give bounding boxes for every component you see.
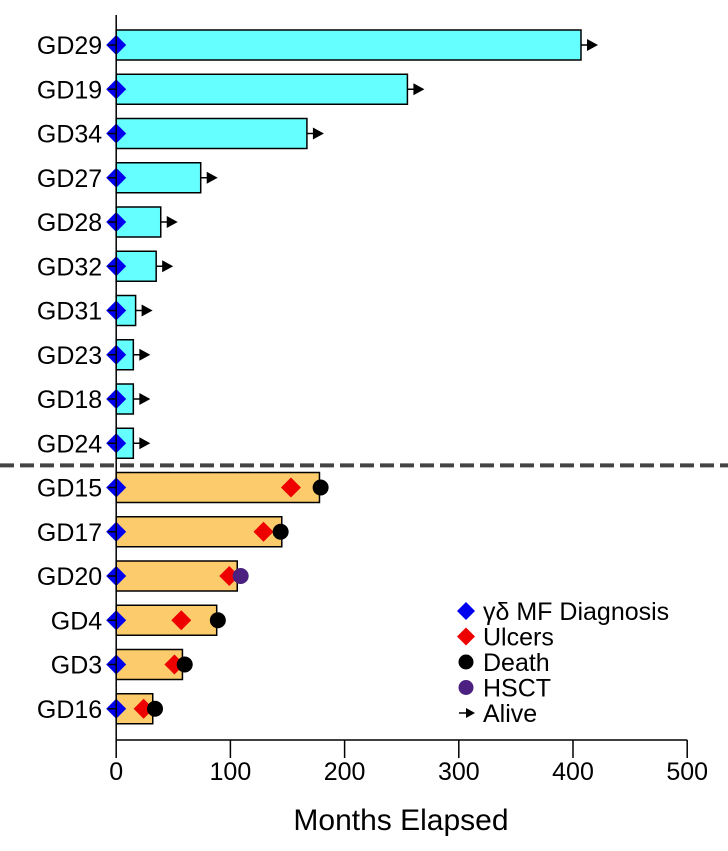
arrow-legend-icon — [459, 708, 475, 718]
y-tick-label: GD23 — [37, 342, 102, 370]
ulcers-marker — [133, 698, 154, 719]
legend-label: Ulcers — [483, 624, 554, 652]
alive-arrow — [133, 393, 151, 405]
alive-arrow — [407, 83, 425, 96]
y-tick-label: GD20 — [37, 563, 102, 591]
legend-item-ulcers: Ulcers — [457, 624, 554, 652]
x-tick-label: 300 — [438, 758, 480, 786]
legend-item-alive: Alive — [459, 700, 537, 728]
y-tick-label: GD27 — [37, 165, 102, 193]
y-tick-label: GD28 — [37, 209, 102, 237]
legend-item-diagnosis: γδ MF Diagnosis — [457, 598, 669, 626]
y-tick-label: GD19 — [37, 76, 102, 104]
alive-arrow — [156, 260, 174, 273]
bar-gd19 — [115, 73, 409, 105]
legend-item-hsct: HSCT — [458, 675, 551, 703]
alive-arrow — [160, 216, 178, 228]
y-tick-label: GD24 — [37, 430, 102, 458]
alive-arrow — [135, 304, 153, 317]
legend-label: Death — [483, 649, 550, 677]
death-marker — [147, 700, 164, 717]
y-tick-label: GD16 — [37, 696, 102, 724]
bar-gd29 — [115, 29, 582, 61]
hsct-marker — [232, 568, 249, 584]
bar-gd27 — [115, 162, 202, 194]
legend-label: γδ MF Diagnosis — [483, 598, 669, 626]
alive-arrow — [200, 171, 218, 184]
x-tick-label: 0 — [109, 758, 123, 786]
x-tick-label: 200 — [324, 758, 366, 786]
y-tick-label: GD4 — [51, 607, 103, 635]
bar-gd34 — [115, 117, 308, 150]
y-tick-label: GD32 — [37, 253, 102, 281]
y-tick-label: GD29 — [37, 32, 102, 60]
y-tick-label: GD34 — [37, 121, 102, 149]
x-axis-title: Months Elapsed — [293, 804, 508, 837]
death-marker — [176, 656, 193, 673]
y-tick-label: GD15 — [37, 475, 102, 503]
ulcers-legend-icon — [457, 627, 475, 646]
x-tick-labels: 0 100 200 300 400 500 — [109, 740, 708, 786]
diagnosis-legend-icon — [457, 602, 475, 620]
ulcers-marker — [171, 610, 192, 631]
death-legend-icon — [458, 654, 474, 670]
y-tick-label: GD18 — [37, 386, 102, 414]
y-tick-label: GD31 — [37, 298, 102, 326]
x-tick-label: 500 — [666, 758, 708, 786]
y-tick-label: GD17 — [37, 519, 102, 547]
alive-arrow — [133, 348, 151, 361]
death-marker — [272, 523, 289, 540]
y-tick-labels: GD29 GD19 GD34 GD27 GD28 GD32 GD31 GD23 GD18 GD24… — [37, 32, 117, 724]
legend-item-death: Death — [458, 649, 550, 677]
bar-gd4 — [115, 604, 218, 636]
death-marker — [312, 479, 329, 496]
ulcers-marker — [253, 521, 274, 542]
hsct-legend-icon — [458, 680, 474, 695]
x-tick-label: 400 — [552, 758, 594, 786]
ulcers-marker — [280, 477, 301, 498]
y-tick-label: GD3 — [51, 652, 102, 680]
legend-label: Alive — [483, 700, 537, 728]
bar-gd20 — [115, 560, 239, 592]
death-marker — [209, 612, 226, 629]
ulcers-marker — [219, 566, 240, 586]
alive-arrow — [133, 437, 151, 450]
legend-label: HSCT — [483, 675, 551, 703]
alive-arrow — [580, 39, 598, 51]
alive-arrow — [306, 127, 324, 140]
x-tick-label: 100 — [210, 758, 252, 786]
